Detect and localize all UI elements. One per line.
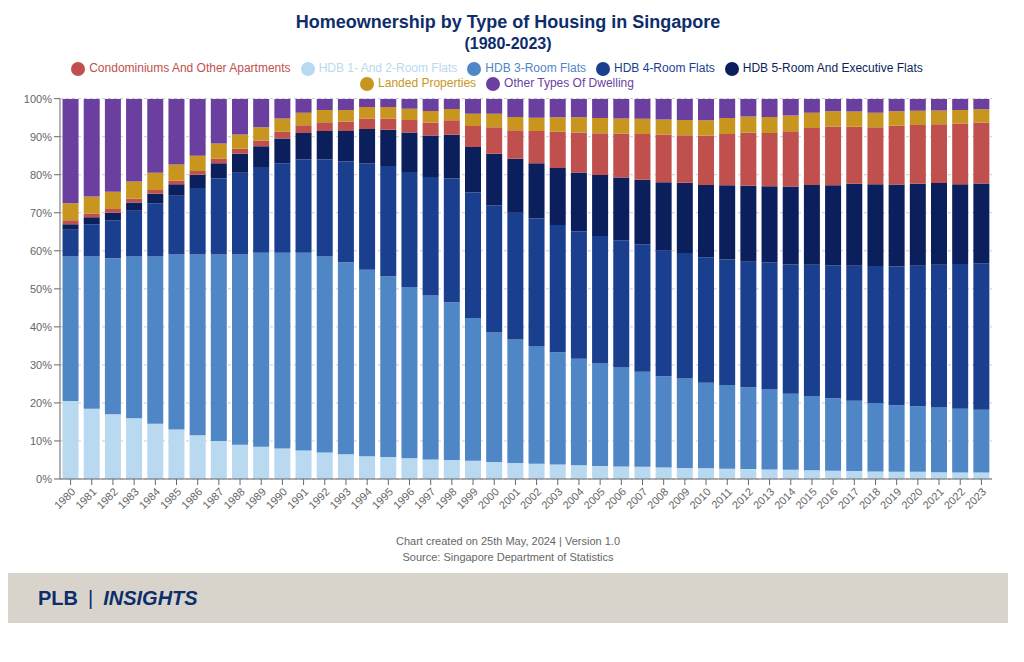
svg-text:1998: 1998 [433, 485, 459, 511]
html-text:Other Types Of Dwelling: Other Types Of Dwelling [504, 75, 634, 90]
svg-text:1992: 1992 [306, 485, 332, 511]
svg-text:2005: 2005 [581, 485, 607, 511]
svg-text:2016: 2016 [814, 485, 840, 511]
html-text:HDB 4-Room Flats: HDB 4-Room Flats [614, 61, 715, 75]
html-text:HDB 3-Room Flats: HDB 3-Room Flats [485, 61, 586, 75]
html-text:PLB: PLB [38, 586, 78, 609]
svg-text:1987: 1987 [200, 485, 226, 511]
html-text:HDB 5-Room And Executive Flats: HDB 5-Room And Executive Flats [742, 61, 923, 75]
svg-text:2015: 2015 [793, 485, 819, 511]
html-text:Source: Singapore Department o: Source: Singapore Department of Statisti… [402, 551, 614, 563]
html-text:HDB 1- And 2-Room Flats: HDB 1- And 2-Room Flats [318, 61, 458, 75]
svg-text:2000: 2000 [475, 485, 501, 511]
svg-text:100%: 100% [24, 93, 52, 105]
svg-text:2014: 2014 [772, 485, 798, 511]
svg-text:2018: 2018 [857, 485, 883, 511]
svg-text:2023: 2023 [963, 485, 989, 511]
svg-text:2020: 2020 [899, 485, 925, 511]
svg-text:2010: 2010 [687, 485, 713, 511]
html-text:(1980-2023): (1980-2023) [464, 35, 552, 52]
svg-text:2009: 2009 [666, 485, 692, 511]
svg-text:1991: 1991 [285, 485, 311, 511]
svg-text:2008: 2008 [645, 485, 671, 511]
svg-text:1995: 1995 [369, 485, 395, 511]
svg-text:2007: 2007 [624, 485, 650, 511]
html-text:INSIGHTS: INSIGHTS [103, 586, 198, 609]
svg-text:80%: 80% [30, 169, 52, 181]
svg-text:1994: 1994 [348, 485, 374, 511]
svg-text:70%: 70% [30, 207, 52, 219]
svg-text:2022: 2022 [941, 485, 967, 511]
svg-text:40%: 40% [30, 321, 52, 333]
svg-text:2019: 2019 [878, 485, 904, 511]
svg-text:2003: 2003 [539, 485, 565, 511]
svg-text:1986: 1986 [179, 485, 205, 511]
svg-text:1993: 1993 [327, 485, 353, 511]
html-text:Chart created on 25th May, 202: Chart created on 25th May, 2024 | Versio… [396, 535, 620, 547]
svg-text:30%: 30% [30, 359, 52, 371]
svg-text:1999: 1999 [454, 485, 480, 511]
svg-text:2013: 2013 [751, 485, 777, 511]
svg-text:2004: 2004 [560, 485, 586, 511]
svg-text:0%: 0% [36, 473, 52, 485]
svg-text:50%: 50% [30, 283, 52, 295]
svg-text:2002: 2002 [518, 485, 544, 511]
svg-text:1983: 1983 [115, 485, 141, 511]
svg-text:1984: 1984 [136, 485, 162, 511]
svg-text:2021: 2021 [920, 485, 946, 511]
svg-text:2001: 2001 [497, 485, 523, 511]
svg-text:2017: 2017 [835, 485, 861, 511]
svg-text:2012: 2012 [730, 485, 756, 511]
svg-text:1988: 1988 [221, 485, 247, 511]
html-text:Landed Properties: Landed Properties [378, 75, 477, 90]
svg-text:1996: 1996 [391, 485, 417, 511]
svg-text:1985: 1985 [158, 485, 184, 511]
html-text:Homeownership by Type of Housi: Homeownership by Type of Housing in Sing… [295, 12, 721, 32]
svg-text:60%: 60% [30, 245, 52, 257]
svg-text:2006: 2006 [602, 485, 628, 511]
svg-text:90%: 90% [30, 131, 52, 143]
svg-text:1989: 1989 [242, 485, 268, 511]
svg-text:2011: 2011 [709, 485, 734, 510]
svg-text:10%: 10% [30, 435, 52, 447]
svg-text:1997: 1997 [412, 485, 438, 511]
svg-text:20%: 20% [30, 397, 52, 409]
svg-text:1990: 1990 [264, 485, 290, 511]
svg-text:1980: 1980 [52, 485, 78, 511]
html-text:Condominiums And Other Apartme: Condominiums And Other Apartments [89, 61, 291, 75]
svg-text:1981: 1981 [73, 485, 99, 511]
svg-text:1982: 1982 [94, 485, 120, 511]
